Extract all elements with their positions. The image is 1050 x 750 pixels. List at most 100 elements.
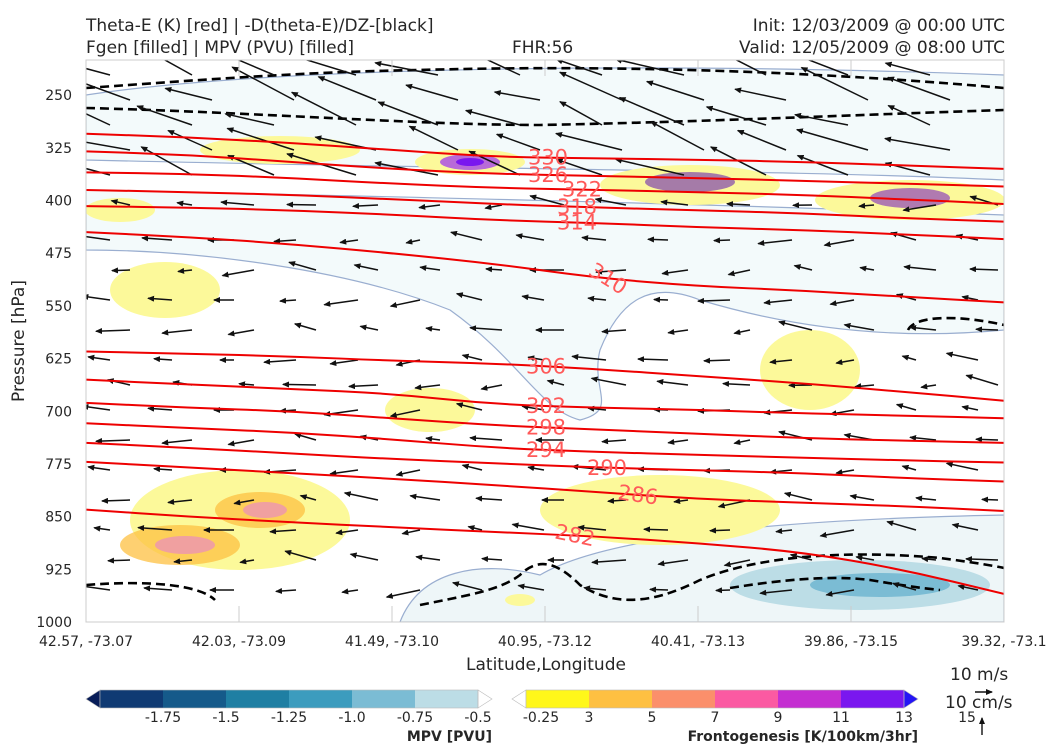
- wind-vector: [469, 325, 503, 332]
- wind-vector: [901, 464, 917, 471]
- wind-vector: [559, 101, 603, 126]
- wind-vector: [405, 83, 459, 101]
- wind-vector: [647, 236, 669, 243]
- wind-vector: [227, 60, 275, 76]
- wind-vector: [177, 267, 193, 274]
- wind-vector: [486, 60, 521, 76]
- wind-vector: [107, 557, 131, 564]
- wind-vector: [819, 529, 855, 538]
- wind-vector: [495, 133, 541, 151]
- theta-e-label: 302: [526, 394, 566, 418]
- y-tick-label: 550: [45, 299, 72, 315]
- wind-vector: [86, 585, 111, 591]
- wind-vector: [389, 299, 421, 308]
- wind-vector: [961, 294, 979, 301]
- theta-e-label: 330: [528, 146, 568, 170]
- wind-vector: [147, 405, 173, 412]
- wind-vector: [945, 351, 979, 361]
- theta-e-label: 290: [587, 456, 627, 480]
- wind-vector: [734, 60, 767, 76]
- x-tick-label: 41.49, -73.10: [345, 634, 439, 650]
- colorbar-tick-label: 9: [774, 710, 783, 726]
- wind-vector: [558, 71, 623, 101]
- wind-vector: [86, 403, 111, 411]
- wind-vector: [299, 494, 317, 501]
- colorbar-tick-label: 3: [585, 710, 594, 726]
- wind-vector: [317, 76, 377, 101]
- wind-vectors: [86, 60, 999, 599]
- colorbar-segment: [511, 689, 527, 709]
- wind-vector: [521, 404, 545, 411]
- wind-vector: [859, 265, 875, 272]
- wind-vector: [667, 438, 689, 445]
- wind-vector: [385, 589, 421, 599]
- wind-vector: [86, 235, 111, 241]
- colorbar-segment: [415, 690, 479, 708]
- wind-vector: [673, 498, 689, 505]
- wind-vector: [571, 354, 607, 361]
- wind-vector: [891, 582, 917, 591]
- wind-vector: [339, 238, 359, 245]
- wind-vector: [858, 202, 875, 209]
- wind-vector: [769, 358, 793, 365]
- fgen-fill: [760, 330, 860, 410]
- wind-vector: [775, 528, 793, 535]
- colorbar-segment: [289, 690, 353, 708]
- theta-e-label: 314: [557, 210, 597, 234]
- theta-e-label: 286: [616, 480, 659, 509]
- wind-vector: [650, 121, 705, 151]
- wind-vector: [614, 60, 685, 76]
- wind-vector: [800, 66, 869, 101]
- wind-vector: [323, 299, 359, 307]
- colorbar-segment: [841, 690, 905, 708]
- x-tick-label: 39.86, -73.15: [804, 634, 898, 650]
- wind-vector: [901, 354, 917, 361]
- wind-vector: [794, 112, 849, 126]
- wind-vector: [601, 328, 627, 335]
- dthetae-dz-contour: [729, 576, 941, 592]
- wind-key-horizontal-label: 10 m/s: [950, 665, 1008, 685]
- wind-vector: [902, 204, 937, 213]
- wind-vector: [227, 329, 255, 337]
- wind-vector: [649, 586, 669, 593]
- wind-vector: [161, 329, 193, 336]
- wind-vector: [590, 376, 627, 386]
- wind-vector: [86, 67, 111, 76]
- wind-vector: [401, 529, 421, 536]
- colorbar-tick-label: -1.5: [212, 710, 239, 726]
- mpv-colorbar: -1.75 -1.5 -1.25 -1.0 -0.75 -0.5 -0.25: [85, 689, 559, 726]
- wind-vector: [493, 90, 541, 101]
- colorbar-segment: [903, 689, 919, 709]
- theta-e-contour-314: [86, 205, 1004, 241]
- wind-vector: [288, 261, 317, 271]
- wind-vector: [887, 104, 931, 126]
- wind-vector: [425, 325, 441, 332]
- wind-vector: [352, 202, 379, 209]
- wind-vector: [395, 469, 421, 477]
- x-axis-label: Latitude,Longitude: [466, 655, 626, 675]
- y-tick-label: 475: [45, 246, 72, 262]
- wind-vector: [231, 66, 295, 101]
- wind-vector: [909, 324, 937, 331]
- wind-vector: [527, 355, 545, 362]
- fgen-fill: [86, 198, 155, 222]
- wind-key-vertical-label: 10 cm/s: [945, 693, 1013, 713]
- dthetae-dz-contour: [419, 553, 1004, 607]
- wind-vector: [733, 439, 751, 446]
- wind-vector: [637, 356, 669, 363]
- wind-vector: [484, 204, 503, 211]
- colorbar-segment: [715, 690, 779, 708]
- wind-vector: [161, 439, 193, 446]
- wind-vector: [455, 402, 483, 411]
- wind-vector: [587, 295, 607, 302]
- wind-vector: [111, 267, 131, 274]
- wind-vector: [920, 383, 937, 390]
- wind-vector: [409, 493, 441, 501]
- wind-vector: [95, 327, 131, 334]
- y-tick-label: 700: [45, 404, 72, 420]
- wind-vector: [789, 553, 813, 561]
- title-line-2: Fgen [filled] | MPV (PVU) [filled]: [86, 38, 355, 58]
- wind-vector: [418, 203, 441, 210]
- wind-vector: [176, 200, 193, 207]
- wind-vector: [521, 294, 545, 301]
